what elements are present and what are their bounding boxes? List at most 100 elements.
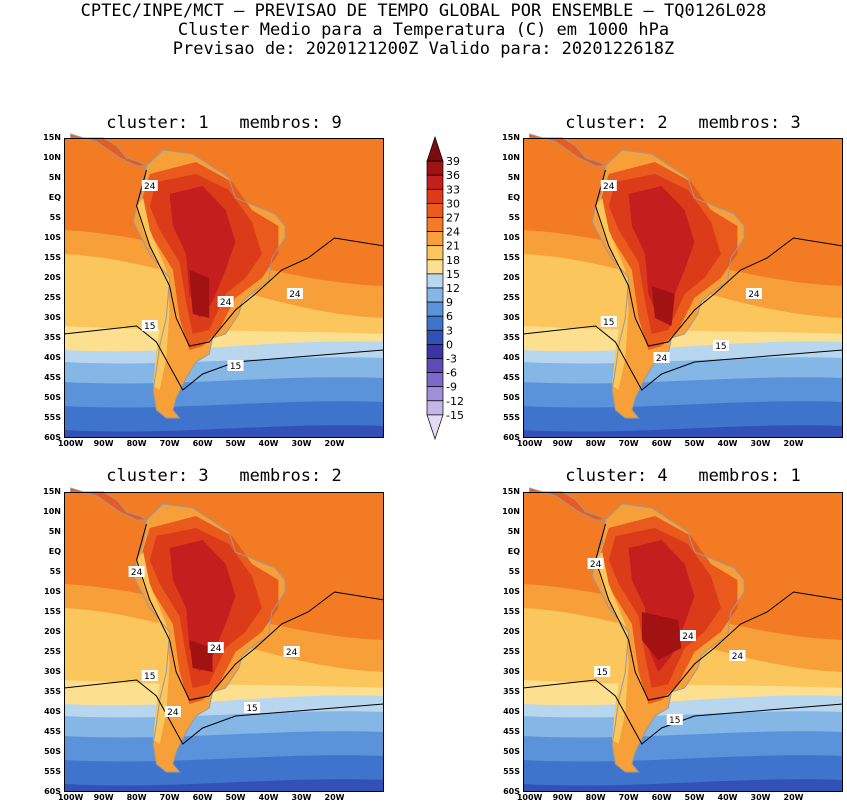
contour-label: 24 (128, 566, 145, 578)
colorbar-label: 12 (446, 282, 460, 295)
lat-tick-label: 40S (44, 353, 61, 362)
colorbar-segment (426, 135, 444, 162)
lat-tick-label: 60S (44, 433, 61, 442)
lat-tick-label: 45S (503, 727, 520, 736)
svg-text:24: 24 (682, 632, 694, 642)
lon-tick-label: 100W (516, 793, 543, 802)
lon-tick-label: 40W (717, 439, 738, 448)
lon-tick-label: 60W (651, 793, 672, 802)
lon-tick-label: 80W (126, 793, 147, 802)
lat-tick-label: 35S (44, 333, 61, 342)
lat-tick-label: EQ (507, 193, 520, 202)
colorbar-label: 24 (446, 226, 460, 239)
lon-tick-label: 40W (258, 439, 279, 448)
lat-tick-label: 40S (503, 707, 520, 716)
lat-tick-label: 10S (44, 233, 61, 242)
colorbar-segment (426, 344, 444, 359)
colorbar-segment (426, 217, 444, 232)
lon-tick-label: 80W (126, 439, 147, 448)
lat-tick-label: 10N (43, 507, 61, 516)
colorbar-label: -6 (446, 367, 457, 380)
colorbar-label: -9 (446, 381, 457, 394)
svg-text:15: 15 (596, 668, 607, 678)
panel-title-cluster-3: cluster: 3 membros: 2 (106, 466, 342, 486)
svg-text:24: 24 (656, 354, 668, 364)
lon-tick-label: 30W (291, 793, 312, 802)
colorbar-segment (426, 358, 444, 373)
svg-text:15: 15 (603, 318, 614, 328)
lat-tick-label: 55S (503, 767, 520, 776)
lon-tick-label: 20W (783, 439, 804, 448)
map-cluster-3: 24 24 24 24 15 15 (63, 487, 385, 792)
colorbar-segment (426, 287, 444, 303)
colorbar-segment (426, 160, 444, 176)
lat-tick-label: 20S (44, 627, 61, 636)
lon-tick-label: 30W (750, 439, 771, 448)
lat-tick-label: 50S (503, 393, 520, 402)
lon-tick-label: 40W (258, 793, 279, 802)
contour-label: 24 (729, 650, 746, 662)
lat-tick-label: 45S (503, 373, 520, 382)
lat-tick-label: 45S (44, 373, 61, 382)
lat-tick-label: 5N (507, 527, 520, 536)
svg-text:24: 24 (131, 568, 143, 578)
lat-tick-label: 5N (507, 173, 520, 182)
lon-tick-label: 50W (225, 793, 246, 802)
lat-tick-label: 10N (502, 507, 520, 516)
colorbar-segment (426, 203, 444, 218)
lat-tick-label: 5S (508, 567, 520, 576)
contour-label: 24 (286, 288, 303, 300)
svg-text:24: 24 (603, 182, 615, 192)
contour-label: 15 (141, 670, 158, 682)
colorbar-label: 9 (446, 296, 453, 309)
colorbar-segment (426, 301, 444, 317)
colorbar-label: 0 (446, 338, 453, 351)
svg-text:24: 24 (590, 560, 602, 570)
lat-tick-label: 15N (43, 487, 61, 496)
colorbar-segment (426, 400, 444, 416)
lon-tick-label: 80W (585, 793, 606, 802)
contour-label: 24 (587, 558, 604, 570)
lon-tick-label: 90W (93, 439, 114, 448)
lat-tick-label: 60S (44, 787, 61, 796)
figure-subtitle: Cluster Medio para a Temperatura (C) em … (177, 20, 670, 40)
lat-tick-label: 10S (44, 587, 61, 596)
contour-label: 24 (141, 180, 158, 192)
colorbar-label: 36 (446, 169, 460, 182)
panel-title-cluster-4: cluster: 4 membros: 1 (565, 466, 801, 486)
lon-tick-label: 30W (291, 439, 312, 448)
lat-tick-label: 30S (503, 313, 520, 322)
contour-label: 24 (653, 352, 670, 364)
svg-text:24: 24 (144, 182, 156, 192)
contour-label: 15 (594, 666, 611, 678)
map-cluster-2: 24 24 24 15 15 (522, 133, 844, 438)
lon-tick-label: 60W (192, 439, 213, 448)
lat-tick-label: 10N (502, 153, 520, 162)
lat-tick-label: 15N (502, 133, 520, 142)
svg-text:24: 24 (732, 652, 744, 662)
colorbar-label: 3 (446, 324, 453, 337)
svg-text:24: 24 (210, 644, 222, 654)
lat-tick-label: 5S (508, 213, 520, 222)
lat-tick-label: 15N (502, 487, 520, 496)
lon-tick-label: 80W (585, 439, 606, 448)
map-cluster-1: 24 24 24 15 15 (63, 133, 385, 438)
colorbar-segment (426, 245, 444, 261)
contour-label: 24 (207, 642, 224, 654)
lat-tick-label: 35S (503, 687, 520, 696)
colorbar-segment (426, 329, 444, 345)
lat-tick-label: 40S (503, 353, 520, 362)
svg-text:24: 24 (220, 298, 232, 308)
lat-tick-label: 5S (49, 213, 61, 222)
lon-tick-label: 20W (783, 793, 804, 802)
lon-tick-label: 100W (57, 439, 84, 448)
lon-tick-label: 100W (57, 793, 84, 802)
map-cluster-4: 24 24 24 15 15 (522, 487, 844, 792)
panel-title-cluster-1: cluster: 1 membros: 9 (106, 113, 342, 133)
contour-label: 15 (600, 316, 617, 328)
lat-tick-label: 5N (48, 527, 61, 536)
lat-tick-label: 40S (44, 707, 61, 716)
lon-tick-label: 40W (717, 793, 738, 802)
lat-tick-label: 55S (503, 413, 520, 422)
lon-tick-label: 50W (225, 439, 246, 448)
